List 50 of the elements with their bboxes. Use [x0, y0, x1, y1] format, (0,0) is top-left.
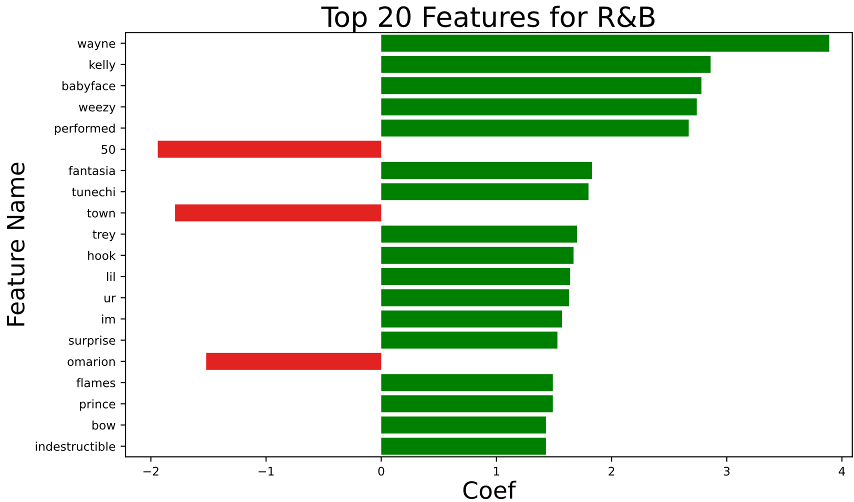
bar — [381, 289, 569, 306]
x-tick-label: 0 — [378, 466, 384, 476]
bar — [381, 332, 558, 349]
bar — [175, 204, 382, 222]
y-tick-label: kelly — [90, 60, 116, 72]
bar — [381, 226, 578, 243]
bar — [381, 56, 711, 73]
bar — [158, 140, 382, 158]
x-axis-title: Coef — [463, 480, 516, 500]
bar — [381, 162, 592, 179]
y-tick-label: ur — [104, 296, 116, 302]
y-tick-label: weezy — [78, 104, 116, 114]
bar — [381, 77, 702, 94]
bar — [381, 268, 570, 286]
y-tick-label: town — [87, 209, 115, 218]
y-tick-label: surprise — [68, 336, 116, 348]
bar — [381, 416, 546, 434]
y-tick-label: performed — [54, 124, 115, 136]
x-tick-label: −2 — [143, 466, 158, 476]
bar — [381, 34, 830, 52]
x-tick-label: 3 — [724, 466, 730, 476]
y-axis-title: Feature Name — [7, 162, 25, 326]
bar — [381, 120, 689, 137]
bar — [381, 183, 589, 200]
y-tick-label: fantasia — [68, 166, 115, 176]
x-tick-label: 4 — [838, 466, 846, 476]
bar — [381, 395, 553, 412]
y-tick-label: 50 — [102, 145, 116, 154]
x-tick-label: 1 — [494, 466, 500, 476]
bar — [381, 98, 697, 116]
bar — [206, 352, 382, 370]
y-tick-label: im — [102, 314, 115, 324]
y-tick-label: trey — [92, 230, 116, 242]
x-tick-label: 2 — [608, 466, 614, 476]
bar — [381, 310, 562, 328]
y-tick-label: indestructible — [36, 442, 116, 451]
y-tick-label: omarion — [68, 356, 115, 366]
bar — [381, 374, 553, 392]
bar — [381, 438, 546, 455]
y-tick-label: prince — [80, 399, 116, 411]
y-tick-label: wayne — [78, 41, 116, 50]
y-tick-label: flames — [76, 378, 116, 388]
y-tick-label: bow — [92, 420, 116, 430]
y-tick-label: lil — [107, 272, 115, 282]
y-tick-label: hook — [88, 250, 116, 260]
y-tick-label: tunechi — [72, 187, 115, 196]
y-tick-label: babyface — [62, 81, 116, 93]
chart-title: Top 20 Features for R&B — [321, 6, 655, 33]
x-tick-label: −1 — [258, 466, 274, 476]
bar — [381, 246, 574, 264]
